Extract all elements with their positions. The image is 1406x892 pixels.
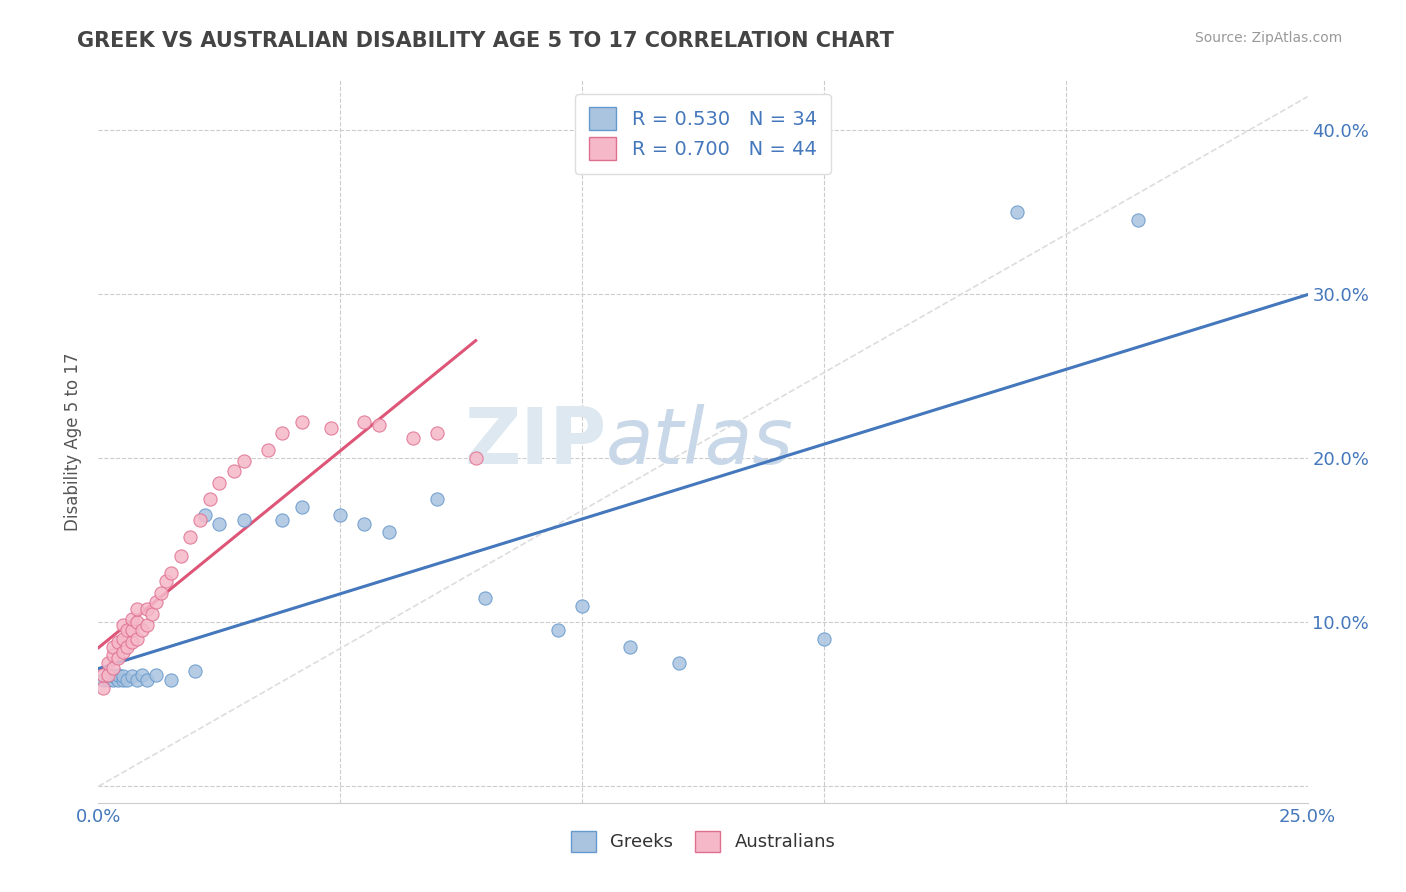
Point — [117, 624, 139, 638]
Point — [131, 667, 153, 681]
Point — [127, 673, 149, 687]
Point — [368, 418, 391, 433]
Point — [1007, 204, 1029, 219]
Point — [141, 607, 163, 621]
Point — [160, 673, 183, 687]
Point — [547, 624, 569, 638]
Point — [169, 549, 191, 564]
Point — [121, 635, 143, 649]
Point — [464, 450, 486, 465]
Point — [271, 513, 294, 527]
Point — [121, 624, 143, 638]
Point — [155, 574, 177, 588]
Text: GREEK VS AUSTRALIAN DISABILITY AGE 5 TO 17 CORRELATION CHART: GREEK VS AUSTRALIAN DISABILITY AGE 5 TO … — [77, 31, 894, 51]
Point — [117, 640, 139, 654]
Point — [150, 585, 173, 599]
Point — [194, 508, 217, 523]
Point — [813, 632, 835, 646]
Legend: Greeks, Australians: Greeks, Australians — [564, 823, 842, 859]
Point — [160, 566, 183, 580]
Point — [668, 657, 690, 671]
Point — [135, 602, 157, 616]
Point — [135, 618, 157, 632]
Point — [290, 415, 312, 429]
Y-axis label: Disability Age 5 to 17: Disability Age 5 to 17 — [65, 352, 83, 531]
Point — [127, 602, 149, 616]
Point — [188, 513, 211, 527]
Point — [222, 464, 245, 478]
Point — [101, 640, 124, 654]
Point — [97, 667, 120, 681]
Point — [117, 673, 139, 687]
Point — [111, 673, 134, 687]
Point — [402, 431, 425, 445]
Text: atlas: atlas — [606, 403, 794, 480]
Point — [111, 632, 134, 646]
Point — [426, 426, 449, 441]
Point — [290, 500, 312, 515]
Point — [127, 632, 149, 646]
Point — [97, 667, 120, 681]
Point — [1128, 212, 1150, 227]
Point — [145, 667, 167, 681]
Text: ZIP: ZIP — [464, 403, 606, 480]
Point — [107, 667, 129, 681]
Point — [91, 673, 114, 687]
Point — [97, 673, 120, 687]
Point — [107, 651, 129, 665]
Point — [101, 673, 124, 687]
Point — [97, 657, 120, 671]
Point — [353, 415, 375, 429]
Point — [353, 516, 375, 531]
Point — [232, 513, 254, 527]
Point — [91, 667, 114, 681]
Point — [107, 673, 129, 687]
Point — [101, 648, 124, 662]
Point — [131, 624, 153, 638]
Point — [111, 669, 134, 683]
Point — [329, 508, 352, 523]
Point — [256, 442, 278, 457]
Point — [101, 661, 124, 675]
Text: Source: ZipAtlas.com: Source: ZipAtlas.com — [1195, 31, 1343, 45]
Point — [121, 669, 143, 683]
Point — [107, 635, 129, 649]
Point — [135, 673, 157, 687]
Point — [101, 669, 124, 683]
Point — [121, 612, 143, 626]
Point — [179, 530, 201, 544]
Point — [571, 599, 593, 613]
Point — [208, 475, 231, 490]
Point — [127, 615, 149, 630]
Point — [426, 491, 449, 506]
Point — [111, 645, 134, 659]
Point — [232, 454, 254, 468]
Point — [184, 665, 207, 679]
Point — [377, 524, 399, 539]
Point — [198, 491, 221, 506]
Point — [619, 640, 641, 654]
Point — [271, 426, 294, 441]
Point — [111, 618, 134, 632]
Point — [208, 516, 231, 531]
Point — [91, 681, 114, 695]
Point — [474, 591, 496, 605]
Point — [319, 421, 342, 435]
Point — [145, 595, 167, 609]
